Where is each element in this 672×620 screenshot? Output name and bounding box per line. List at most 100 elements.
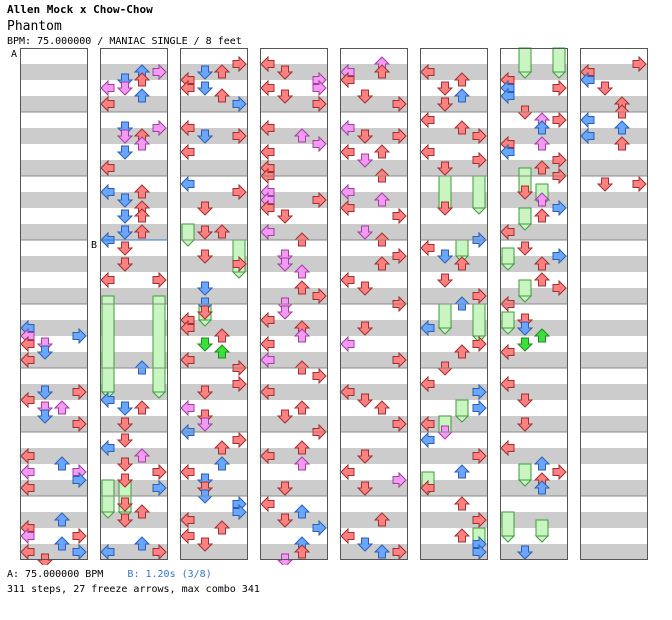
beat-band: [340, 384, 408, 400]
right-arrow-icon: [552, 80, 567, 96]
left-arrow-icon: [420, 144, 435, 160]
beat-band: [180, 256, 248, 272]
up-arrow-icon: [534, 208, 550, 223]
beat-band: [580, 288, 648, 304]
chart-column: [260, 48, 328, 560]
freeze-arrow-icon: [455, 239, 469, 257]
freeze-arrow-icon: [101, 295, 115, 393]
artist-title: Allen Mock x Chow-Chow: [7, 3, 153, 16]
beat-band: [20, 384, 88, 400]
beat-band: [100, 64, 168, 80]
beat-band: [100, 448, 168, 464]
right-arrow-icon: [152, 464, 167, 480]
up-arrow-icon: [54, 400, 70, 415]
freeze-tail: [517, 223, 533, 231]
left-arrow-icon: [420, 432, 435, 448]
left-arrow-icon: [340, 144, 355, 160]
beat-band: [260, 448, 328, 464]
up-arrow-icon: [134, 208, 150, 223]
beat-band: [500, 384, 568, 400]
chart-info: BPM: 75.000000 / MANIAC SINGLE / 8 feet: [7, 36, 242, 47]
beat-band: [340, 352, 408, 368]
beat-band: [580, 64, 648, 80]
beat-band: [420, 224, 488, 240]
down-arrow-icon: [277, 209, 293, 224]
down-arrow-icon: [597, 81, 613, 96]
beat-band: [420, 416, 488, 432]
marker-b: B: [91, 240, 97, 251]
beat-band: [580, 352, 648, 368]
beat-band: [20, 416, 88, 432]
beat-band: [340, 544, 408, 560]
beat-band: [340, 96, 408, 112]
beat-band: [100, 160, 168, 176]
beat-band: [20, 352, 88, 368]
beat-band: [260, 160, 328, 176]
left-arrow-icon: [180, 144, 195, 160]
beat-band: [20, 480, 88, 496]
beat-band: [100, 320, 168, 336]
beat-band: [180, 128, 248, 144]
freeze-tail: [180, 239, 196, 247]
beat-band: [580, 224, 648, 240]
down-arrow-icon: [117, 401, 133, 416]
beat-band: [180, 64, 248, 80]
beat-band: [180, 224, 248, 240]
freeze-tail: [551, 71, 567, 79]
freeze-arrow-icon: [501, 247, 515, 265]
down-arrow-icon: [117, 81, 133, 96]
right-arrow-icon: [472, 400, 487, 416]
freeze-tail: [500, 327, 516, 335]
beat-band: [20, 320, 88, 336]
beat-band: [180, 480, 248, 496]
freeze-tail: [500, 263, 516, 271]
chart-column: [20, 48, 88, 560]
beat-band: [100, 192, 168, 208]
freeze-arrow-icon: [181, 223, 195, 241]
beat-band: [100, 288, 168, 304]
down-arrow-icon: [117, 241, 133, 256]
up-arrow-icon: [534, 272, 550, 287]
up-arrow-icon: [454, 496, 470, 511]
left-arrow-icon: [340, 528, 355, 544]
chart-column: [180, 48, 248, 560]
freeze-arrow-icon: [501, 311, 515, 329]
up-arrow-icon: [454, 464, 470, 479]
beat-band: [420, 512, 488, 528]
beat-band: [20, 512, 88, 528]
bpm-legend: A: 75.000000 BPM B: 1.20s (3/8): [7, 569, 212, 580]
beat-band: [340, 64, 408, 80]
beat-band: [180, 448, 248, 464]
beat-band: [340, 416, 408, 432]
beat-band: [260, 288, 328, 304]
left-arrow-icon: [420, 240, 435, 256]
down-arrow-icon: [117, 433, 133, 448]
beat-band: [180, 288, 248, 304]
beat-band: [260, 320, 328, 336]
beat-band: [100, 96, 168, 112]
right-arrow-icon: [392, 208, 407, 224]
freeze-tail: [517, 295, 533, 303]
beat-band: [420, 384, 488, 400]
beat-band: [500, 544, 568, 560]
beat-band: [580, 512, 648, 528]
freeze-arrow-icon: [438, 303, 452, 329]
freeze-arrow-icon: [518, 463, 532, 481]
right-arrow-icon: [312, 368, 327, 384]
beat-band: [420, 64, 488, 80]
beat-band: [260, 224, 328, 240]
beat-band: [340, 224, 408, 240]
freeze-arrow-icon: [472, 175, 486, 209]
freeze-tail: [454, 415, 470, 423]
beat-band: [420, 128, 488, 144]
left-arrow-icon: [180, 400, 195, 416]
beat-band: [260, 384, 328, 400]
beat-band: [180, 352, 248, 368]
beat-band: [500, 480, 568, 496]
left-arrow-icon: [180, 176, 195, 192]
beat-band: [100, 384, 168, 400]
beat-band: [340, 160, 408, 176]
beat-band: [420, 448, 488, 464]
down-arrow-icon: [197, 337, 213, 352]
beat-band: [20, 288, 88, 304]
